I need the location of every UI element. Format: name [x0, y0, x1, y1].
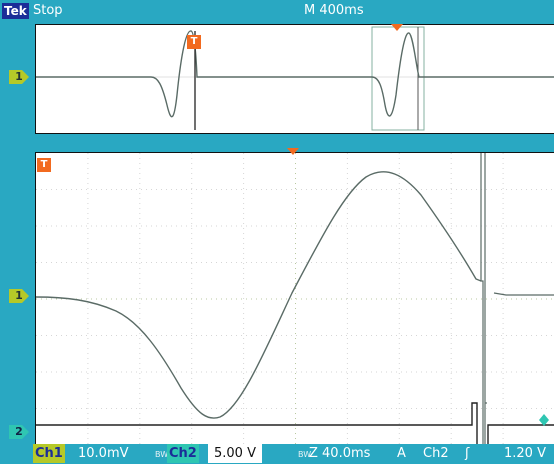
- ch2-main-marker[interactable]: 2: [9, 425, 29, 439]
- scope-header: Tek Stop M 400ms: [0, 0, 554, 22]
- main-timebase: M 400ms: [304, 3, 364, 18]
- graticule: [36, 153, 554, 445]
- ch2-scale: 5.00 V: [208, 444, 262, 463]
- overview-waveform: [36, 26, 554, 131]
- trigger-mode: A: [397, 446, 406, 461]
- ch1-main-trace: [35, 171, 482, 419]
- trigger-source: Ch2: [423, 446, 449, 461]
- trigger-level-icon: [539, 414, 549, 426]
- trigger-level: 1.20 V: [504, 446, 546, 461]
- status-bar: Ch1 10.0mV BW Ch2 5.00 V BW Z 40.0ms A C…: [0, 444, 554, 463]
- zoom-timebase: Z 40.0ms: [309, 446, 371, 461]
- run-state: Stop: [33, 3, 63, 18]
- ch1-label[interactable]: Ch1: [33, 444, 65, 463]
- ch1-overview-marker[interactable]: 1: [9, 70, 29, 84]
- ch2-bandwidth-limit: BW: [298, 450, 312, 459]
- trigger-position-overview[interactable]: T: [187, 35, 201, 49]
- ch1-overview-trace: [36, 30, 554, 118]
- overview-panel: [35, 24, 554, 134]
- trigger-point-overview-icon: [391, 24, 403, 31]
- ch2-main-trace: [36, 402, 554, 445]
- main-panel: [35, 152, 554, 445]
- ch1-main-marker[interactable]: 1: [9, 289, 29, 303]
- trigger-slope-icon: ʃ: [465, 446, 470, 461]
- brand-logo: Tek: [2, 3, 29, 19]
- trigger-point-main-icon: [287, 148, 299, 155]
- ch1-bandwidth-limit: BW: [155, 450, 169, 459]
- ch2-label[interactable]: Ch2: [167, 444, 199, 463]
- ch1-scale: 10.0mV: [78, 446, 129, 461]
- trigger-position-main[interactable]: T: [37, 158, 51, 172]
- ch1-main-tail: [480, 153, 554, 445]
- main-waveform: [35, 153, 554, 445]
